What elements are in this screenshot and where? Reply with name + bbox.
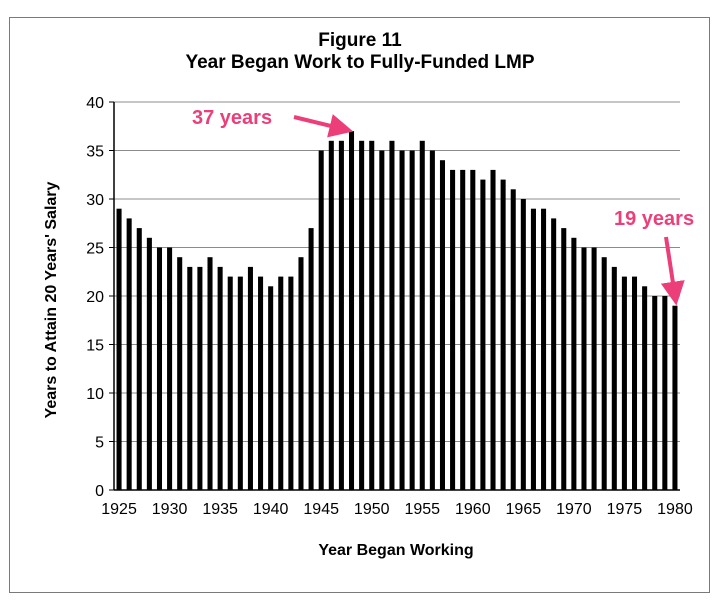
- y-tick-labels: 0 5 10 15 20 25 30 35 40: [86, 95, 104, 500]
- bar: [551, 218, 557, 490]
- x-tick-label: 1960: [455, 501, 491, 518]
- bar: [631, 276, 638, 490]
- x-tick-label: 1975: [607, 501, 643, 518]
- y-tick-label: 40: [86, 95, 104, 112]
- x-tick-label: 1980: [657, 501, 693, 518]
- bar: [470, 169, 476, 490]
- bar: [126, 218, 132, 490]
- bar: [237, 276, 243, 490]
- bar: [621, 276, 627, 490]
- y-tick-label: 35: [86, 144, 104, 161]
- bar: [318, 150, 324, 490]
- bar: [359, 140, 365, 491]
- bar: [611, 266, 617, 490]
- bar: [439, 160, 446, 490]
- bar: [480, 179, 486, 490]
- bar: [278, 276, 284, 490]
- bar: [581, 247, 587, 490]
- y-tick-label: 20: [86, 289, 104, 306]
- bar: [328, 140, 334, 491]
- bar: [156, 247, 163, 490]
- axes: [109, 101, 680, 491]
- bar: [288, 276, 294, 490]
- x-tick-label: 1965: [506, 501, 542, 518]
- bar: [601, 257, 607, 490]
- bar: [561, 228, 567, 490]
- bar: [460, 169, 466, 490]
- x-tick-label: 1940: [253, 501, 289, 518]
- bar: [348, 131, 355, 490]
- y-tick-label: 30: [86, 192, 104, 209]
- x-tick-label: 1930: [152, 501, 188, 518]
- bar: [207, 257, 213, 490]
- bar: [369, 140, 375, 491]
- bar: [450, 169, 456, 490]
- bar: [338, 140, 344, 491]
- bar: [197, 266, 203, 490]
- x-tick-label: 1945: [303, 501, 339, 518]
- bar: [541, 208, 547, 490]
- bar: [520, 199, 526, 490]
- y-tick-label: 10: [86, 386, 104, 403]
- x-tick-label: 1970: [556, 501, 592, 518]
- x-axis-label: Year Began Working: [318, 542, 473, 559]
- bars: [116, 131, 678, 491]
- bar: [429, 150, 435, 490]
- bar: [298, 257, 304, 490]
- bar: [591, 247, 597, 490]
- bar: [389, 140, 395, 491]
- y-tick-label: 15: [86, 338, 104, 355]
- bar: [268, 286, 274, 490]
- bar: [308, 228, 314, 490]
- bar: [662, 296, 668, 490]
- bar: [167, 247, 173, 490]
- annotation-arrow-19-years: [660, 236, 685, 306]
- bar: [217, 266, 223, 490]
- bar: [177, 257, 183, 490]
- bar: [146, 237, 152, 490]
- annotation-arrow-37-years: [293, 114, 354, 138]
- x-tick-label: 1935: [202, 501, 238, 518]
- bar: [672, 305, 678, 490]
- x-tick-labels: 1925 1930 1935 1940 1945 1950 1955 1960 1965 1970…: [101, 501, 693, 518]
- bar: [258, 276, 264, 490]
- bar: [530, 208, 536, 490]
- bar: [247, 266, 253, 490]
- annotation-label-37-years: 37 years: [192, 107, 272, 129]
- bar: [136, 228, 142, 490]
- bar: [652, 296, 658, 490]
- annotations: 37 years 19 years: [192, 107, 694, 306]
- x-tick-label: 1955: [404, 501, 440, 518]
- bar: [642, 286, 648, 490]
- chart-subtitle: Year Began Work to Fully-Funded LMP: [185, 52, 535, 73]
- bar: [187, 266, 193, 490]
- bar: [379, 150, 385, 490]
- bar: [116, 208, 122, 490]
- y-axis-label: Years to Attain 20 Years' Salary: [43, 181, 60, 418]
- bar: [419, 140, 425, 491]
- bar: [399, 150, 405, 490]
- x-tick-label: 1950: [354, 501, 390, 518]
- bar: [510, 189, 516, 491]
- bar: [409, 150, 415, 490]
- bar: [500, 179, 506, 490]
- x-tick-label: 1925: [101, 501, 137, 518]
- bar: [571, 237, 577, 490]
- y-tick-label: 5: [95, 435, 104, 452]
- y-tick-label: 25: [86, 241, 104, 258]
- annotation-label-19-years: 19 years: [614, 208, 694, 230]
- y-tick-label: 0: [95, 483, 104, 500]
- bar: [490, 169, 496, 490]
- chart-title: Figure 11: [318, 30, 402, 51]
- bar: [227, 276, 233, 490]
